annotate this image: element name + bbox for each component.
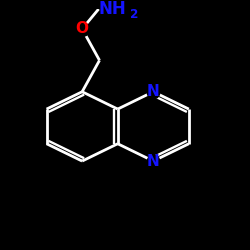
Text: N: N xyxy=(147,84,160,99)
Text: O: O xyxy=(76,22,89,36)
Text: 2: 2 xyxy=(130,8,138,21)
Text: N: N xyxy=(147,154,160,168)
Text: NH: NH xyxy=(99,0,126,18)
